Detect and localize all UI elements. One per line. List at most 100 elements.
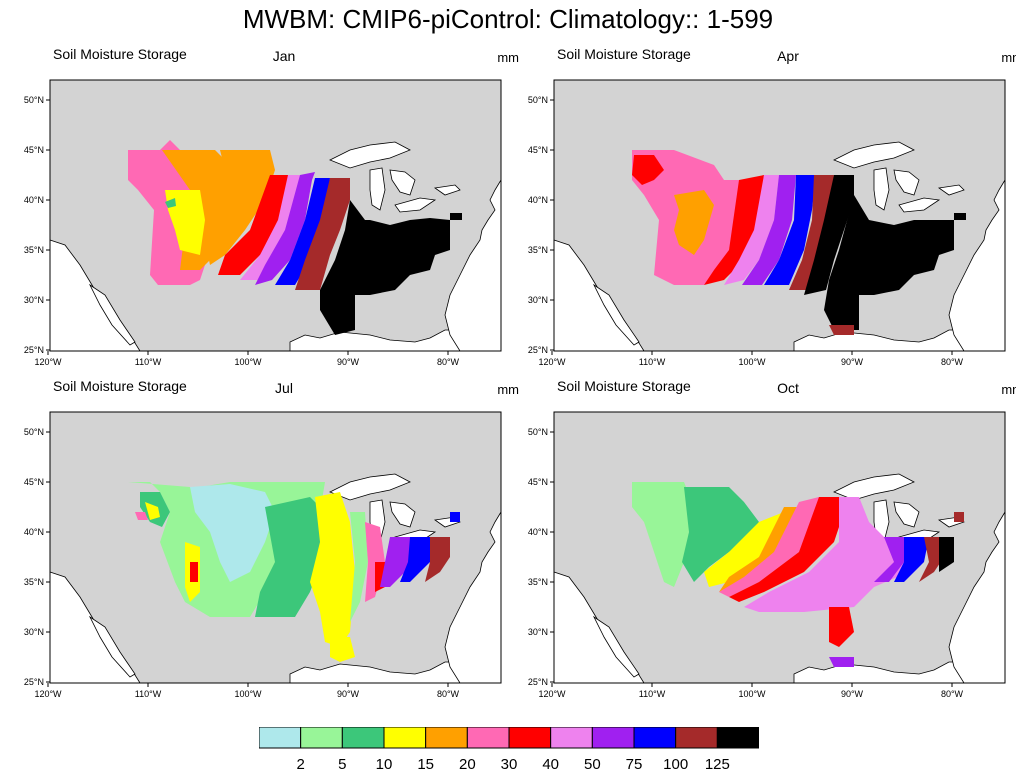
lon-tick-label: 120°W (538, 357, 566, 367)
map-frame (49, 79, 502, 352)
moisture-region (704, 175, 764, 285)
colorbar-level-label: 40 (542, 756, 559, 773)
lon-tick-label: 110°W (135, 689, 162, 699)
colorbar-swatch (675, 727, 718, 749)
moisture-region (135, 512, 148, 520)
lat-tick-label: 50°N (24, 427, 44, 437)
colorbar-swatch (383, 727, 427, 749)
lat-tick-label: 50°N (528, 95, 548, 105)
month-label: Apr (777, 48, 799, 64)
moisture-region (350, 512, 368, 622)
water-body (833, 473, 915, 501)
colorbar-swatch (591, 727, 635, 749)
moisture-region (704, 512, 784, 587)
lon-tick-label: 100°W (234, 689, 262, 699)
lat-tick-label: 45°N (24, 145, 44, 155)
moisture-region (275, 178, 330, 285)
units-label: mm (1001, 382, 1016, 397)
water-body (937, 184, 965, 196)
moisture-region (874, 537, 909, 582)
month-label: Jul (275, 380, 293, 396)
colorbar-level-label: 100 (663, 756, 688, 773)
moisture-region (719, 497, 824, 597)
water-body (329, 473, 411, 501)
map-frame (553, 79, 1006, 352)
map-panel-jul: Soil Moisture Storage Jul mm 50°N 45°N 40°… (24, 378, 519, 718)
water-body (948, 510, 1006, 684)
moisture-region (255, 497, 325, 617)
colorbar-level-label: 15 (417, 756, 434, 773)
colorbar-legend: 2 5 10 15 20 30 40 50 75 100 125 (259, 727, 759, 773)
moisture-region (218, 175, 290, 275)
colorbar-swatch (425, 727, 468, 749)
colorbar-swatch (300, 727, 343, 749)
lon-tick-label: 90°W (841, 689, 864, 699)
water-body (873, 167, 890, 211)
moisture-region (682, 487, 759, 582)
moisture-region (450, 512, 460, 522)
water-body (444, 178, 502, 352)
lat-tick-label: 35°N (528, 577, 548, 587)
colorbar-swatch (716, 727, 759, 749)
moisture-region (829, 657, 854, 667)
lon-tick-label: 120°W (34, 357, 62, 367)
month-label: Oct (777, 380, 799, 396)
lat-tick-label: 45°N (528, 145, 548, 155)
lat-tick-label: 40°N (24, 195, 44, 205)
map-frame (49, 411, 502, 684)
variable-label: Soil Moisture Storage (53, 46, 187, 62)
water-body (893, 169, 920, 196)
lon-tick-label: 80°W (941, 357, 964, 367)
lon-tick-label: 80°W (437, 357, 460, 367)
lat-tick-label: 45°N (24, 477, 44, 487)
lat-tick-label: 40°N (528, 195, 548, 205)
water-body (444, 510, 502, 684)
colorbar-swatch (550, 727, 593, 749)
moisture-region (255, 172, 315, 285)
lat-tick-label: 35°N (24, 577, 44, 587)
colorbar-level-label: 2 (296, 756, 304, 773)
lat-tick-label: 30°N (528, 295, 548, 305)
lon-tick-label: 90°W (337, 357, 360, 367)
colorbar-level-label: 5 (338, 756, 346, 773)
moisture-region (295, 178, 350, 290)
moisture-region (240, 175, 300, 280)
moisture-region (894, 537, 929, 582)
moisture-region (190, 484, 275, 582)
lat-tick-label: 25°N (528, 345, 548, 355)
moisture-region (829, 325, 854, 335)
moisture-region (729, 497, 844, 602)
water-body (592, 615, 640, 678)
moisture-region (320, 200, 450, 335)
lon-tick-label: 80°W (437, 689, 460, 699)
moisture-region (165, 198, 176, 208)
water-body (394, 197, 437, 213)
colorbar-level-label: 20 (459, 756, 476, 773)
map-plot: 50°N 45°N 40°N 35°N 30°N 25°N 120°W 110°W 100°W 9… (24, 79, 502, 367)
moisture-region (330, 637, 355, 662)
colorbar-level-label: 10 (376, 756, 393, 773)
lon-tick-label: 100°W (234, 357, 262, 367)
lat-tick-label: 30°N (24, 627, 44, 637)
map-plot: 50°N 45°N 40°N 35°N 30°N 25°N 120°W 110°W 100°W 9… (528, 411, 1006, 699)
moisture-region (632, 482, 694, 587)
colorbar-level-label: 125 (705, 756, 730, 773)
water-body (898, 197, 941, 213)
units-label: mm (1001, 50, 1016, 65)
variable-label: Soil Moisture Storage (557, 378, 691, 394)
water-body (948, 178, 1006, 352)
colorbar-level-label: 75 (626, 756, 643, 773)
map-panel-apr: Soil Moisture Storage Apr mm 50°N 45°N 40°… (528, 46, 1016, 386)
lon-tick-label: 120°W (538, 689, 566, 699)
lat-tick-label: 30°N (528, 627, 548, 637)
map-frame (553, 411, 1006, 684)
lat-tick-label: 35°N (24, 245, 44, 255)
moisture-region (954, 512, 964, 522)
moisture-region (939, 537, 954, 572)
colorbar-swatch (259, 727, 302, 749)
lon-tick-label: 80°W (941, 689, 964, 699)
moisture-region (744, 497, 914, 612)
lon-tick-label: 90°W (841, 357, 864, 367)
variable-label: Soil Moisture Storage (557, 46, 691, 62)
map-panel-jan: Soil Moisture Storage Jan mm 50°N 45°N 40°… (24, 46, 519, 386)
